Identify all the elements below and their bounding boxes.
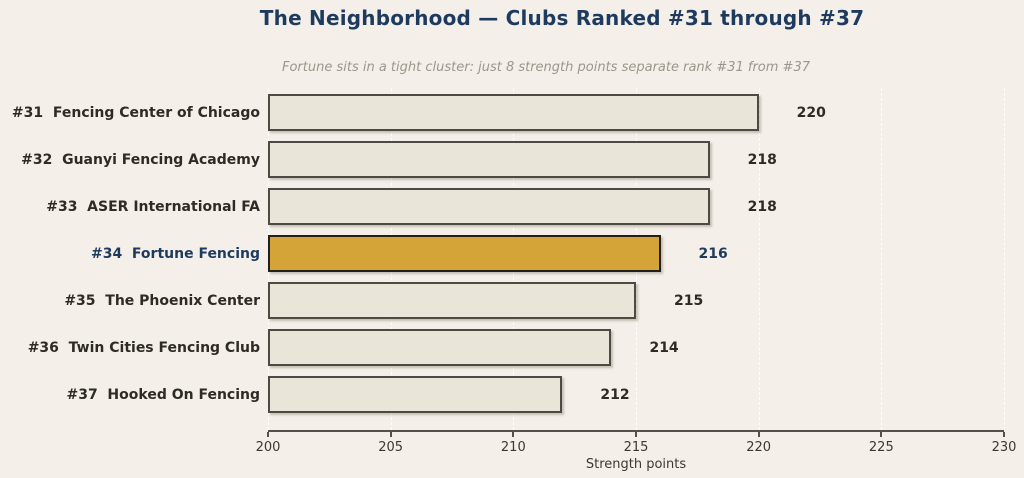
x-tick-label-220: 220 xyxy=(746,440,772,455)
x-tick-label-200: 200 xyxy=(255,440,281,455)
bar-label-32: #32 Guanyi Fencing Academy xyxy=(21,151,260,168)
bar-value-35: 215 xyxy=(674,292,704,309)
bar-value-37: 212 xyxy=(600,386,630,403)
x-tick-label-215: 215 xyxy=(623,440,649,455)
x-tick-200 xyxy=(267,432,269,437)
bar-36 xyxy=(268,329,612,366)
chart-subtitle: Fortune sits in a tight cluster: just 8 … xyxy=(281,60,810,75)
x-tick-label-210: 210 xyxy=(500,440,526,455)
bar-value-34: 216 xyxy=(698,245,728,262)
bar-34 xyxy=(268,235,661,272)
x-tick-225 xyxy=(880,432,883,437)
plot-area: Strength points 200 205 210 215 220 225 230 #31… xyxy=(12,88,1016,472)
bar-33 xyxy=(268,188,710,225)
gridline-x-225 xyxy=(881,88,883,430)
bar-value-32: 218 xyxy=(747,151,777,168)
bar-value-31: 220 xyxy=(796,104,826,121)
bar-value-36: 214 xyxy=(649,339,679,356)
bar-label-34: #34 Fortune Fencing xyxy=(90,245,260,262)
x-tick-label-205: 205 xyxy=(378,440,404,455)
bar-label-31: #31 Fencing Center of Chicago xyxy=(11,104,260,121)
gridline-x-230 xyxy=(1004,88,1005,430)
x-tick-220 xyxy=(757,432,760,437)
x-tick-230 xyxy=(1003,432,1005,437)
x-tick-205 xyxy=(389,432,392,437)
x-tick-label-230: 230 xyxy=(991,440,1017,455)
bar-value-33: 218 xyxy=(747,198,777,215)
x-tick-label-225: 225 xyxy=(868,440,894,455)
bar-label-36: #36 Twin Cities Fencing Club xyxy=(27,339,260,356)
bar-35 xyxy=(268,282,636,319)
bar-label-35: #35 The Phoenix Center xyxy=(64,292,260,309)
x-tick-215 xyxy=(635,432,637,437)
bar-37 xyxy=(268,376,563,413)
bar-32 xyxy=(268,141,710,178)
chart-title: The Neighborhood — Clubs Ranked #31 thro… xyxy=(259,6,865,30)
bar-label-33: #33 ASER International FA xyxy=(46,198,260,215)
gridline-x-220 xyxy=(758,88,760,430)
bar-label-37: #37 Hooked On Fencing xyxy=(66,386,260,403)
x-axis-label: Strength points xyxy=(585,457,687,472)
x-tick-210 xyxy=(512,432,515,437)
bar-31 xyxy=(268,94,759,131)
